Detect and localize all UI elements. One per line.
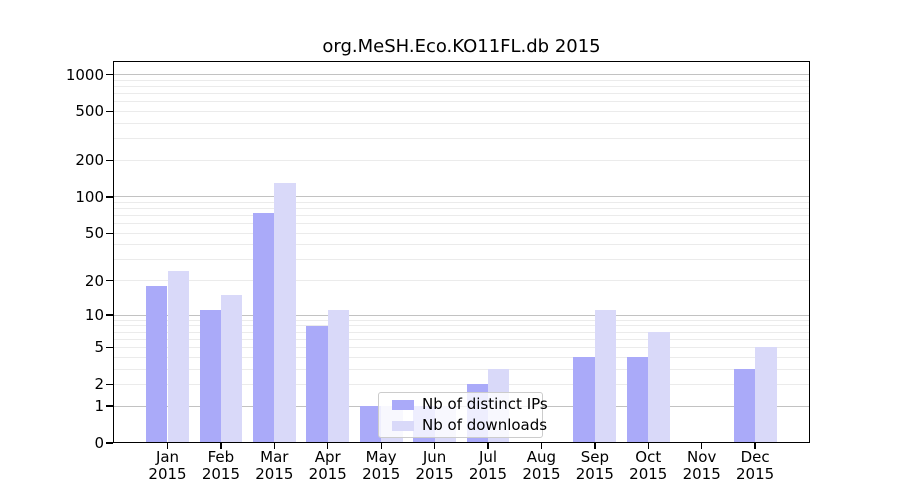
x-axis-tick	[540, 443, 543, 449]
x-axis-tick	[487, 443, 489, 449]
chart-title: org.MeSH.Eco.KO11FL.db 2015	[322, 36, 601, 57]
x-axis-tick	[647, 443, 649, 449]
x-axis-tick-label: Feb 2015	[201, 448, 240, 483]
legend-label-distinct-ips: Nb of distinct IPs	[422, 395, 548, 413]
gridline-major	[114, 314, 809, 316]
bar-distinct-ips-dec	[733, 369, 756, 443]
y-axis-tick-label: 5	[94, 338, 104, 357]
x-axis-tick-label: Oct 2015	[629, 448, 668, 483]
y-axis-tick	[106, 314, 113, 316]
bar-downloads-dec	[755, 347, 777, 443]
bar-distinct-ips-jan	[146, 285, 168, 443]
gridline-minor	[114, 223, 809, 225]
y-axis-tick	[106, 383, 113, 386]
gridline-minor	[114, 93, 809, 95]
chart-legend: Nb of distinct IPs Nb of downloads	[378, 392, 548, 438]
legend-item-downloads: Nb of downloads	[392, 418, 547, 433]
x-axis-tick-label: Jan 2015	[148, 448, 187, 483]
gridline-minor	[114, 368, 809, 370]
gridline-minor	[114, 122, 809, 124]
bar-distinct-ips-apr	[306, 325, 328, 443]
bar-downloads-mar	[274, 182, 296, 443]
y-axis-tick-label: 200	[75, 151, 104, 170]
gridline-minor	[114, 159, 809, 161]
x-axis-tick-label: Nov 2015	[682, 448, 721, 483]
legend-item-distinct-ips: Nb of distinct IPs	[392, 397, 548, 412]
y-axis-tick	[106, 442, 113, 444]
gridline-minor	[114, 331, 809, 333]
x-axis-tick	[701, 443, 703, 449]
gridline-minor	[114, 356, 809, 358]
gridline-minor	[114, 79, 809, 81]
bar-downloads-jan	[167, 271, 189, 443]
y-axis-tick-label: 50	[84, 224, 104, 243]
x-axis-tick	[166, 443, 169, 449]
y-axis-tick-label: 10	[84, 306, 104, 325]
gridline-minor	[114, 319, 809, 321]
legend-swatch-distinct-ips	[392, 399, 414, 410]
y-axis-tick-label: 100	[75, 187, 104, 206]
x-axis-tick-label: Apr 2015	[308, 448, 347, 483]
x-axis-tick	[220, 443, 222, 449]
y-axis-tick	[106, 73, 113, 76]
x-axis-tick-label: Jul 2015	[468, 448, 508, 483]
gridline-minor	[114, 259, 809, 261]
bar-downloads-apr	[327, 310, 350, 443]
gridline-minor	[114, 85, 809, 87]
y-axis-tick-label: 2	[94, 375, 104, 394]
x-axis-tick	[594, 443, 596, 449]
gridline-major	[114, 196, 809, 198]
y-axis-tick	[106, 159, 113, 161]
bar-distinct-ips-may	[359, 406, 382, 443]
x-axis-tick	[327, 443, 329, 449]
bar-distinct-ips-oct	[626, 357, 649, 443]
gridline-minor	[114, 215, 809, 217]
gridline-minor	[114, 232, 809, 234]
y-axis-tick	[106, 405, 113, 407]
x-axis-tick	[273, 443, 275, 449]
bar-distinct-ips-mar	[252, 212, 275, 443]
gridline-minor	[114, 110, 809, 112]
x-axis-tick-label: Jun 2015	[415, 448, 454, 483]
y-axis-tick	[106, 110, 113, 113]
y-axis-tick	[106, 346, 113, 349]
bar-distinct-ips-sep	[573, 357, 595, 443]
bar-distinct-ips-feb	[199, 310, 221, 443]
x-axis-tick-label: Dec 2015	[736, 448, 775, 483]
gridline-major	[114, 74, 809, 76]
y-axis-tick-label: 1000	[65, 65, 104, 84]
gridline-minor	[114, 383, 809, 385]
y-axis-tick	[106, 196, 113, 198]
gridline-minor	[114, 244, 809, 246]
gridline-minor	[114, 325, 809, 327]
legend-swatch-downloads	[392, 420, 414, 431]
x-axis-tick	[754, 443, 756, 449]
bar-downloads-sep	[594, 310, 617, 443]
gridline-minor	[114, 208, 809, 210]
gridline-minor	[114, 101, 809, 103]
y-axis-tick	[106, 279, 113, 282]
gridline-minor	[114, 338, 809, 340]
y-axis-tick-label: 20	[84, 271, 104, 290]
y-axis-tick-label: 500	[75, 102, 104, 121]
y-axis-tick-label: 0	[94, 434, 104, 452]
x-axis-tick-label: Aug 2015	[522, 448, 561, 483]
x-axis-tick	[433, 443, 436, 449]
gridline-minor	[114, 280, 809, 282]
gridline-minor	[114, 346, 809, 348]
bar-downloads-oct	[648, 332, 670, 443]
legend-label-downloads: Nb of downloads	[422, 416, 548, 434]
gridline-minor	[114, 138, 809, 140]
y-axis-tick-label: 1	[94, 397, 104, 416]
y-axis-tick	[106, 232, 113, 234]
x-axis-tick-label: Sep 2015	[575, 448, 614, 483]
bar-downloads-feb	[220, 295, 243, 443]
x-axis-tick-label: Mar 2015	[255, 448, 294, 483]
x-axis-tick	[380, 443, 382, 449]
x-axis-tick-label: May 2015	[362, 448, 401, 483]
gridline-minor	[114, 201, 809, 203]
